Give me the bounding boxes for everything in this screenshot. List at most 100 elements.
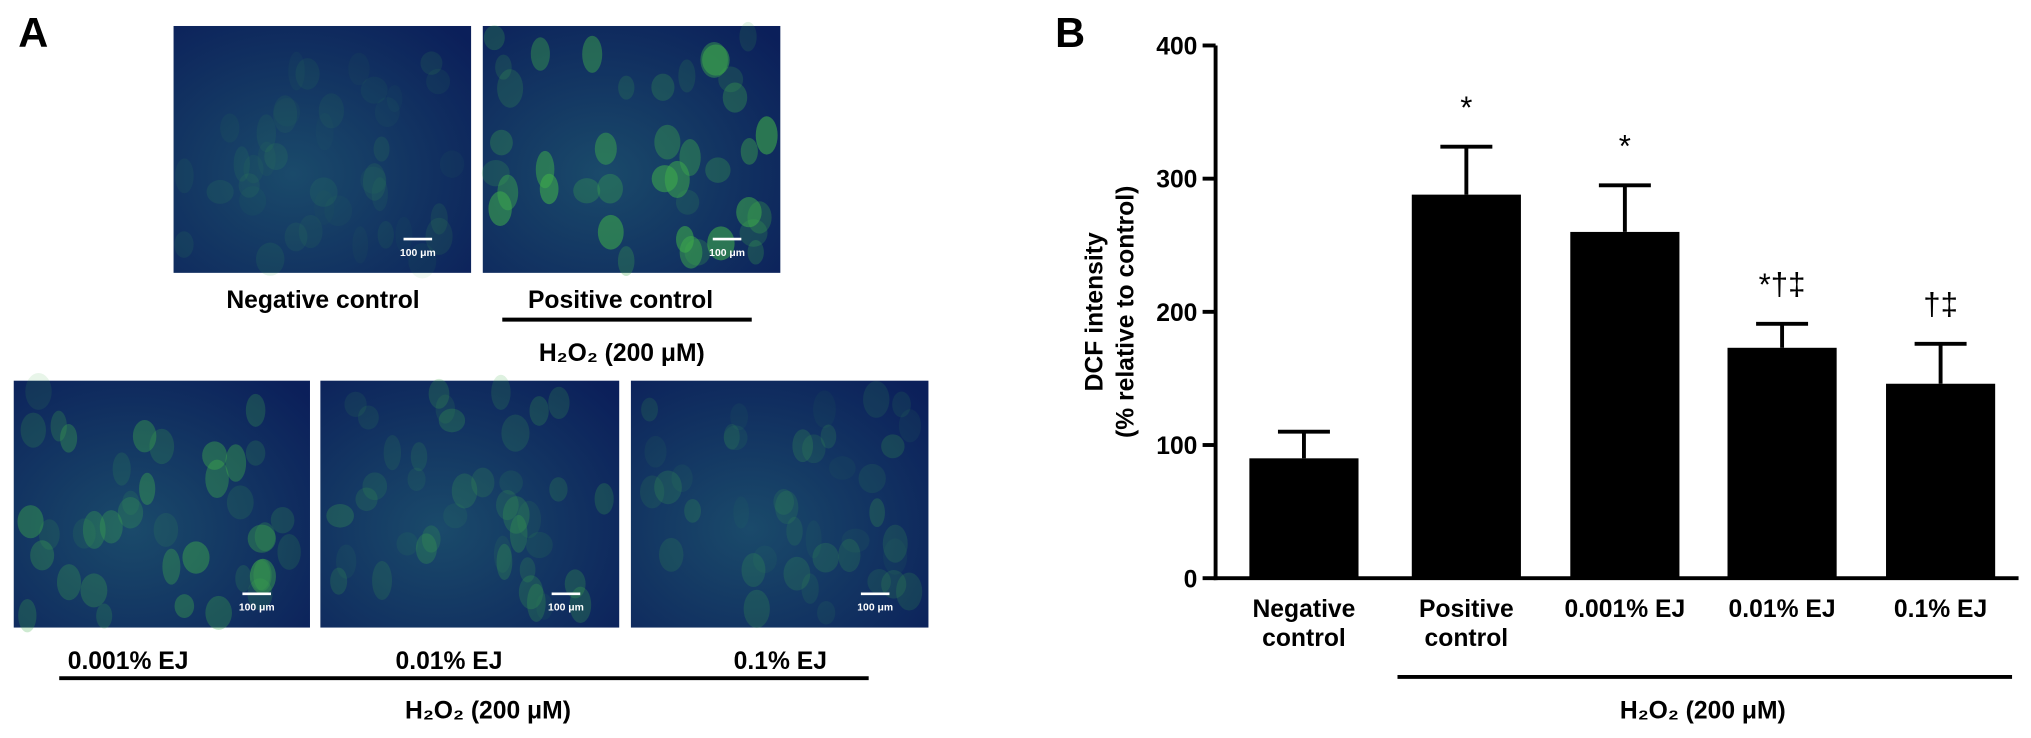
scale-bar-label: 100 μm [709,248,745,259]
cell [740,138,758,165]
cell [705,157,731,183]
cell [675,189,700,215]
micrograph: 100 μm [13,372,310,633]
cell [255,242,285,276]
cell [438,408,466,433]
cell [882,524,908,563]
cell [253,558,272,592]
cell [501,414,530,452]
cell [497,174,519,211]
annotation: * [1460,90,1472,125]
cell [536,593,553,620]
cell [284,222,308,252]
x-tick-label: 0.1% EJ [1893,596,1988,624]
cell [496,489,519,521]
cell [496,543,513,581]
cell [264,143,288,171]
cell [752,545,777,574]
cell [881,434,905,459]
x-tick-label-box: Positive control [1419,596,1514,653]
micrograph: 100 μm [173,25,472,279]
cell [410,442,428,472]
cell [817,601,836,625]
cell [80,573,108,608]
cell [277,533,301,570]
cell [858,463,886,494]
cell [270,506,295,534]
cell [443,503,468,529]
cell [792,429,814,463]
cell [25,372,52,410]
y-tick-label: 200 [1156,300,1197,327]
cell [573,178,601,204]
cell [641,397,658,422]
cell [348,52,370,86]
cell [654,124,681,160]
cell [318,93,345,129]
cell [162,548,181,585]
cell [838,538,861,573]
cell [651,73,675,101]
cell [316,113,334,151]
x-tick-label-box: 0.001% EJ [1564,596,1686,624]
cell [233,146,250,182]
cell [18,598,37,633]
cell [471,467,495,498]
y-tick-label: 0 [1184,566,1198,593]
cell [548,386,570,420]
cell [644,435,667,468]
x-tick-label: 0.001% EJ [1564,596,1686,624]
cell [435,394,456,424]
cell [96,603,113,629]
cell [175,158,194,194]
cell [408,243,437,279]
cell [582,35,603,73]
bar [1727,347,1837,579]
cell [702,44,730,76]
cell [425,217,453,255]
cell [525,531,553,559]
cell [205,459,229,499]
cell [829,456,856,480]
cell [549,477,568,502]
cell [238,173,260,198]
cell [820,424,837,449]
cell [519,557,536,583]
cell [639,475,665,509]
cell [250,559,271,591]
cell [426,68,451,95]
cell [812,390,836,429]
image-bg [320,380,620,628]
cell [371,177,389,212]
cell [679,236,703,269]
x-tick-label: Positive control [1419,596,1514,653]
cell [730,403,749,431]
cell [38,519,60,550]
cell [362,472,388,501]
cell [256,114,277,153]
cell [415,533,437,564]
cell [883,538,908,575]
cell [489,129,513,156]
bar [1249,458,1359,579]
cell [676,226,694,253]
cell [739,219,768,247]
cell [355,487,378,512]
cell [481,159,510,187]
cell [360,166,387,194]
y-axis-label: DCF intensity (% relative to control) [1082,186,1140,438]
cell [863,380,890,418]
cell [420,51,443,75]
cell [174,231,194,258]
cell [451,473,478,509]
cell [360,76,388,104]
cell [651,165,678,193]
cell [149,428,175,465]
cell [805,520,822,559]
cell [739,21,757,52]
scale-bar-label: 100 μm [400,248,436,259]
cell [755,116,778,155]
cell [326,503,354,528]
cell [99,510,123,544]
cell [733,496,750,529]
